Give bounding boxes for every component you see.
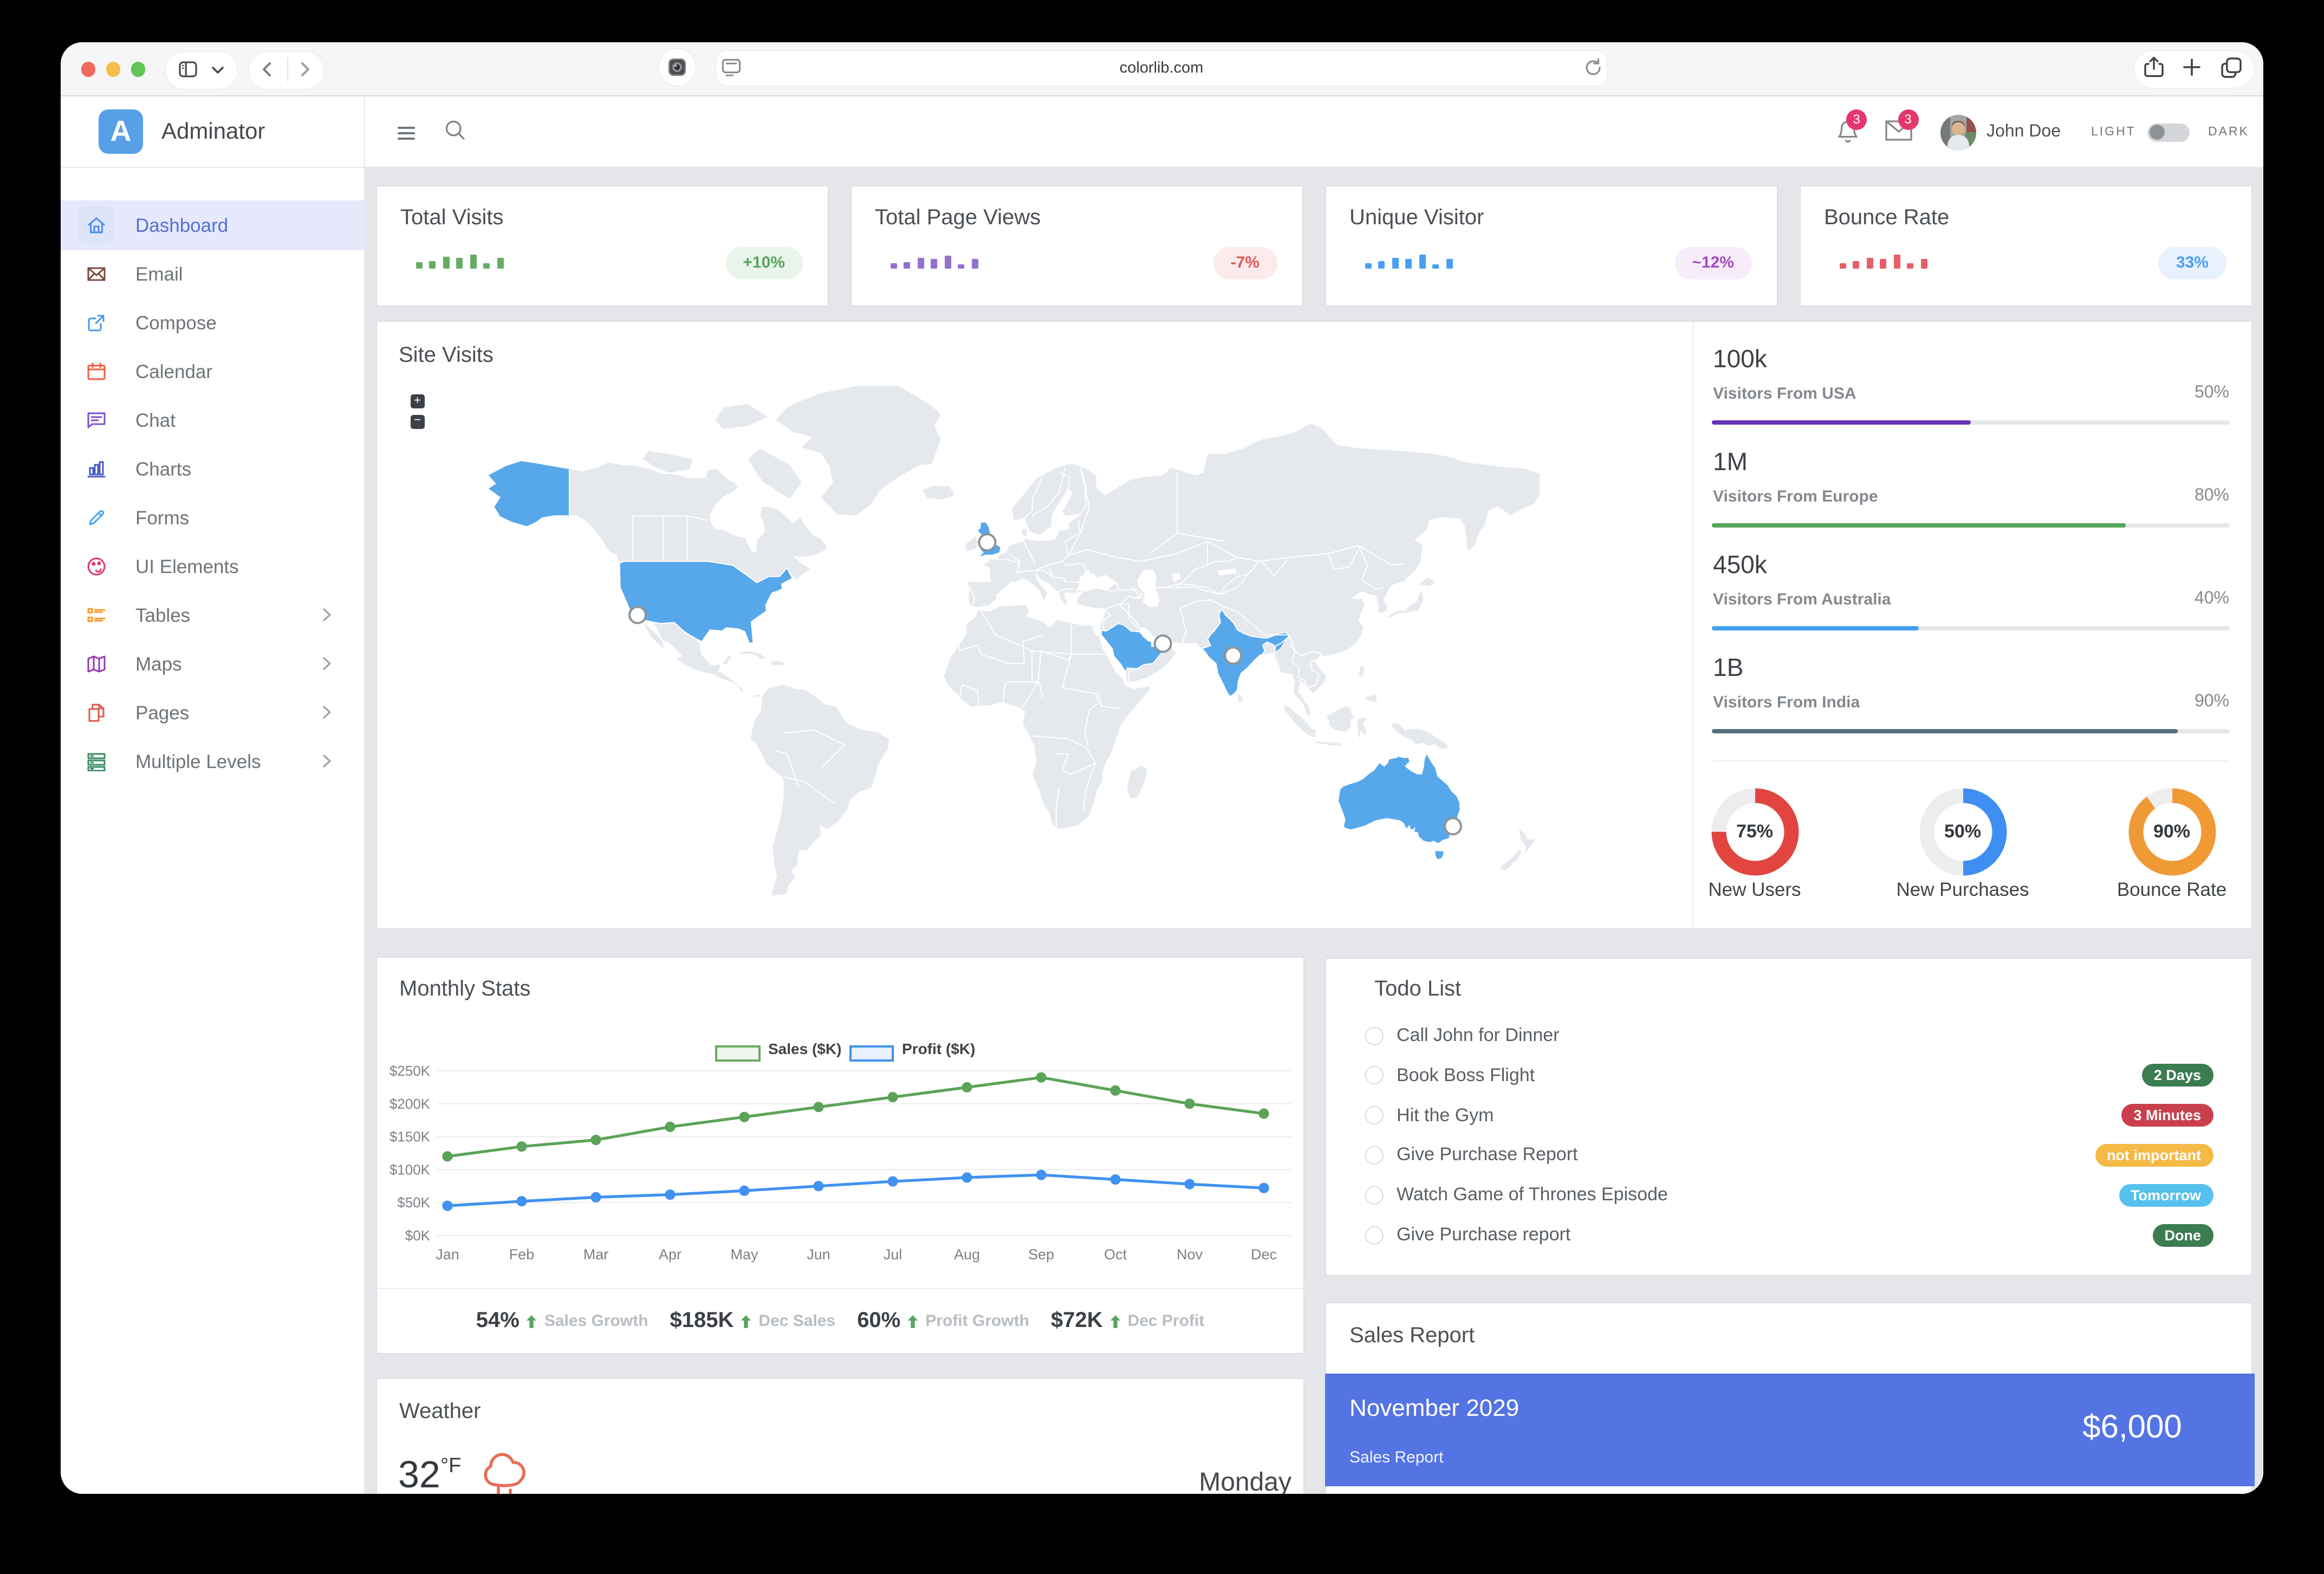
svg-text:Mar: Mar (583, 1246, 609, 1263)
svg-text:May: May (730, 1246, 758, 1263)
svg-text:Feb: Feb (509, 1246, 535, 1263)
svg-text:Oct: Oct (1104, 1246, 1127, 1263)
svg-text:Jul: Jul (884, 1246, 903, 1263)
svg-text:Nov: Nov (1177, 1246, 1203, 1263)
svg-text:Apr: Apr (659, 1246, 681, 1263)
svg-text:Jun: Jun (807, 1246, 830, 1263)
svg-text:$0K: $0K (405, 1227, 431, 1244)
svg-text:$100K: $100K (390, 1161, 431, 1178)
svg-text:$250K: $250K (390, 1063, 431, 1079)
svg-text:Dec: Dec (1251, 1246, 1277, 1263)
svg-text:$150K: $150K (390, 1129, 431, 1145)
svg-text:$200K: $200K (390, 1096, 431, 1112)
svg-text:Jan: Jan (436, 1246, 459, 1263)
svg-text:Sep: Sep (1028, 1246, 1054, 1263)
svg-text:Aug: Aug (954, 1246, 980, 1263)
svg-text:$50K: $50K (397, 1194, 430, 1211)
